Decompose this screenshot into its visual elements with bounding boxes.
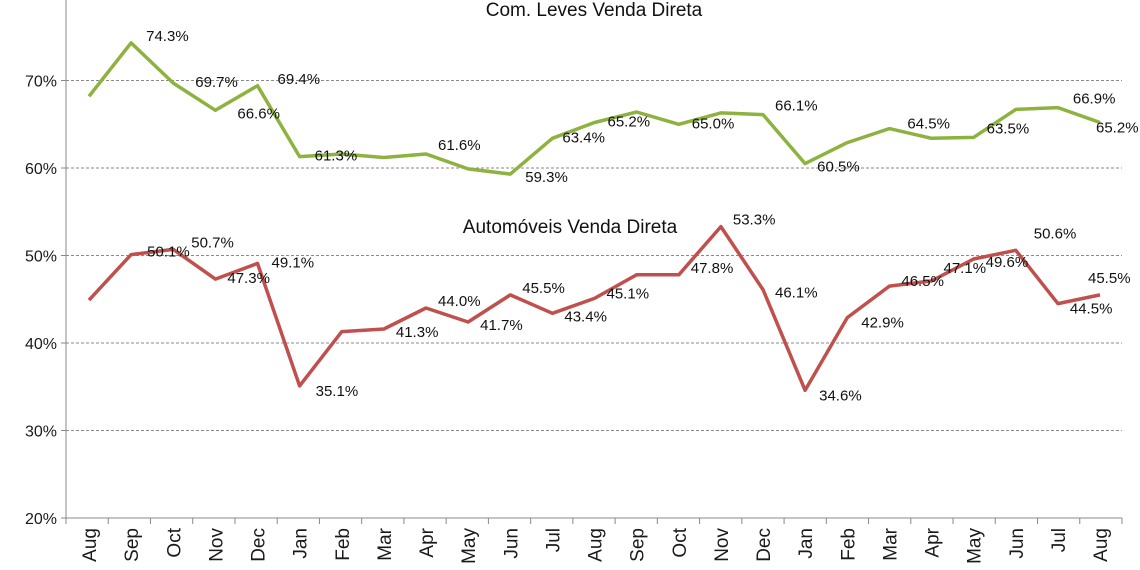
x-tick-label: May — [965, 528, 986, 564]
x-tick-label: Mar — [375, 527, 396, 560]
data-label: 46.1% — [775, 285, 818, 302]
data-label: 44.5% — [1070, 301, 1113, 318]
y-tick-label: 40% — [25, 336, 57, 353]
x-tick-label: Feb — [838, 528, 859, 561]
x-tick-label: May — [459, 528, 480, 564]
x-tick-label: Aug — [1091, 528, 1112, 562]
x-tick-label: Apr — [417, 527, 438, 557]
y-tick-label: 30% — [25, 424, 57, 441]
data-label: 50.7% — [191, 234, 234, 251]
data-label: 41.3% — [396, 324, 439, 341]
data-label: 34.6% — [819, 387, 862, 404]
data-label: 65.2% — [1096, 120, 1139, 137]
x-tick-label: Sep — [122, 528, 143, 562]
data-label: 47.1% — [944, 260, 987, 277]
data-label: 65.0% — [692, 115, 735, 132]
x-tick-label: Dec — [249, 528, 270, 562]
data-label: 74.3% — [146, 28, 189, 45]
data-label: 69.7% — [195, 74, 238, 91]
data-label: 49.6% — [986, 254, 1029, 271]
x-tick-label: Jul — [543, 528, 564, 552]
y-tick-label: 70% — [25, 74, 57, 91]
x-tick-label: Feb — [333, 528, 354, 561]
data-labels: 74.3% 69.7% 66.6% 69.4% 61.3% 61.6% 59.3% 63.4%… — [146, 28, 1138, 404]
data-label: 59.3% — [525, 169, 568, 186]
x-tick-label: Dec — [754, 528, 775, 562]
series-lines — [87, 41, 1101, 393]
series-line — [87, 224, 1101, 393]
x-tick-label: Jun — [1007, 528, 1028, 559]
data-label: 64.5% — [907, 116, 950, 133]
y-tick-labels: 20% 30% 40% 50% 60% 70% — [25, 74, 57, 529]
y-tick-label: 20% — [25, 511, 57, 528]
axes — [61, 0, 1123, 524]
x-tick-label: Jun — [501, 528, 522, 559]
data-label: 63.5% — [987, 120, 1030, 137]
series-title: Com. Leves Venda Direta — [486, 0, 703, 21]
data-label: 69.4% — [278, 71, 321, 88]
data-label: 61.3% — [315, 148, 358, 165]
data-label: 49.1% — [272, 254, 315, 271]
data-label: 60.5% — [817, 159, 860, 176]
x-tick-label: Mar — [880, 527, 901, 560]
gridlines — [66, 80, 1122, 431]
data-label: 66.1% — [775, 98, 818, 115]
data-label: 35.1% — [316, 383, 359, 400]
data-label: 47.3% — [227, 270, 270, 287]
data-label: 47.8% — [691, 260, 734, 277]
data-label: 53.3% — [733, 212, 776, 229]
series-line — [87, 41, 1101, 176]
data-label: 44.0% — [438, 293, 481, 310]
data-label: 61.6% — [438, 137, 481, 154]
series-title: Automóveis Venda Direta — [463, 217, 678, 238]
x-tick-label: Sep — [628, 528, 649, 562]
data-label: 45.5% — [522, 280, 565, 297]
x-tick-label: Jan — [796, 528, 817, 559]
data-label: 63.4% — [562, 129, 605, 146]
data-label: 46.5% — [901, 273, 944, 290]
data-label: 66.9% — [1073, 91, 1116, 108]
data-label: 41.7% — [480, 317, 523, 334]
x-tick-label: Jan — [291, 528, 312, 559]
x-tick-label: Nov — [712, 528, 733, 562]
data-label: 65.2% — [608, 114, 651, 131]
x-tick-label: Nov — [206, 528, 227, 562]
data-label: 45.1% — [607, 285, 650, 302]
y-tick-label: 50% — [25, 249, 57, 266]
data-label: 45.5% — [1088, 270, 1131, 287]
x-tick-label: Jul — [1049, 528, 1070, 552]
x-tick-label: Aug — [586, 528, 607, 562]
series-titles: Com. Leves Venda Direta Automóveis Venda … — [463, 0, 703, 238]
data-label: 50.1% — [147, 244, 190, 261]
x-tick-label: Apr — [923, 527, 944, 557]
x-tick-label: Oct — [670, 527, 691, 557]
y-tick-label: 60% — [25, 161, 57, 178]
x-tick-label: Oct — [164, 527, 185, 557]
data-label: 42.9% — [861, 315, 904, 332]
x-tick-label: Aug — [80, 528, 101, 562]
x-tick-labels: Aug Sep Oct Nov Dec Jan Feb Mar Apr May Jun Jul Aug S… — [80, 527, 1112, 564]
data-label: 43.4% — [564, 308, 607, 325]
data-label: 66.6% — [237, 105, 280, 122]
data-label: 50.6% — [1034, 225, 1077, 242]
